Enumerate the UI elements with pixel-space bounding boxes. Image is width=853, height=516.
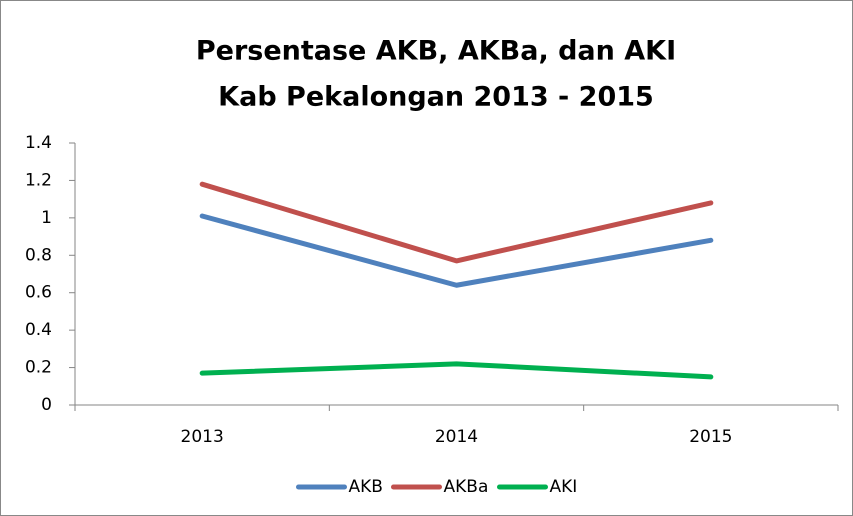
legend-label: AKBa — [444, 477, 489, 497]
legend-label: AKI — [550, 477, 578, 497]
x-tick-label: 2014 — [435, 427, 478, 447]
series-line — [199, 361, 714, 380]
series-line — [199, 181, 714, 264]
y-tick-label: 0.4 — [25, 320, 52, 340]
y-tick-label: 0 — [41, 395, 52, 415]
y-tick-label: 0.6 — [25, 283, 52, 303]
x-tick-label: 2013 — [181, 427, 224, 447]
legend-label: AKB — [349, 477, 383, 497]
x-tick-label: 2015 — [689, 427, 732, 447]
y-tick-label: 0.8 — [25, 245, 52, 265]
series-line — [199, 213, 714, 288]
y-tick-label: 0.2 — [25, 358, 52, 378]
chart-subtitle: Kab Pekalongan 2013 - 2015 — [218, 82, 654, 113]
y-tick-label: 1.4 — [25, 133, 52, 153]
y-tick-label: 1.2 — [25, 170, 52, 190]
y-tick-label: 1 — [41, 208, 52, 228]
chart-title: Persentase AKB, AKBa, dan AKI — [196, 36, 676, 67]
